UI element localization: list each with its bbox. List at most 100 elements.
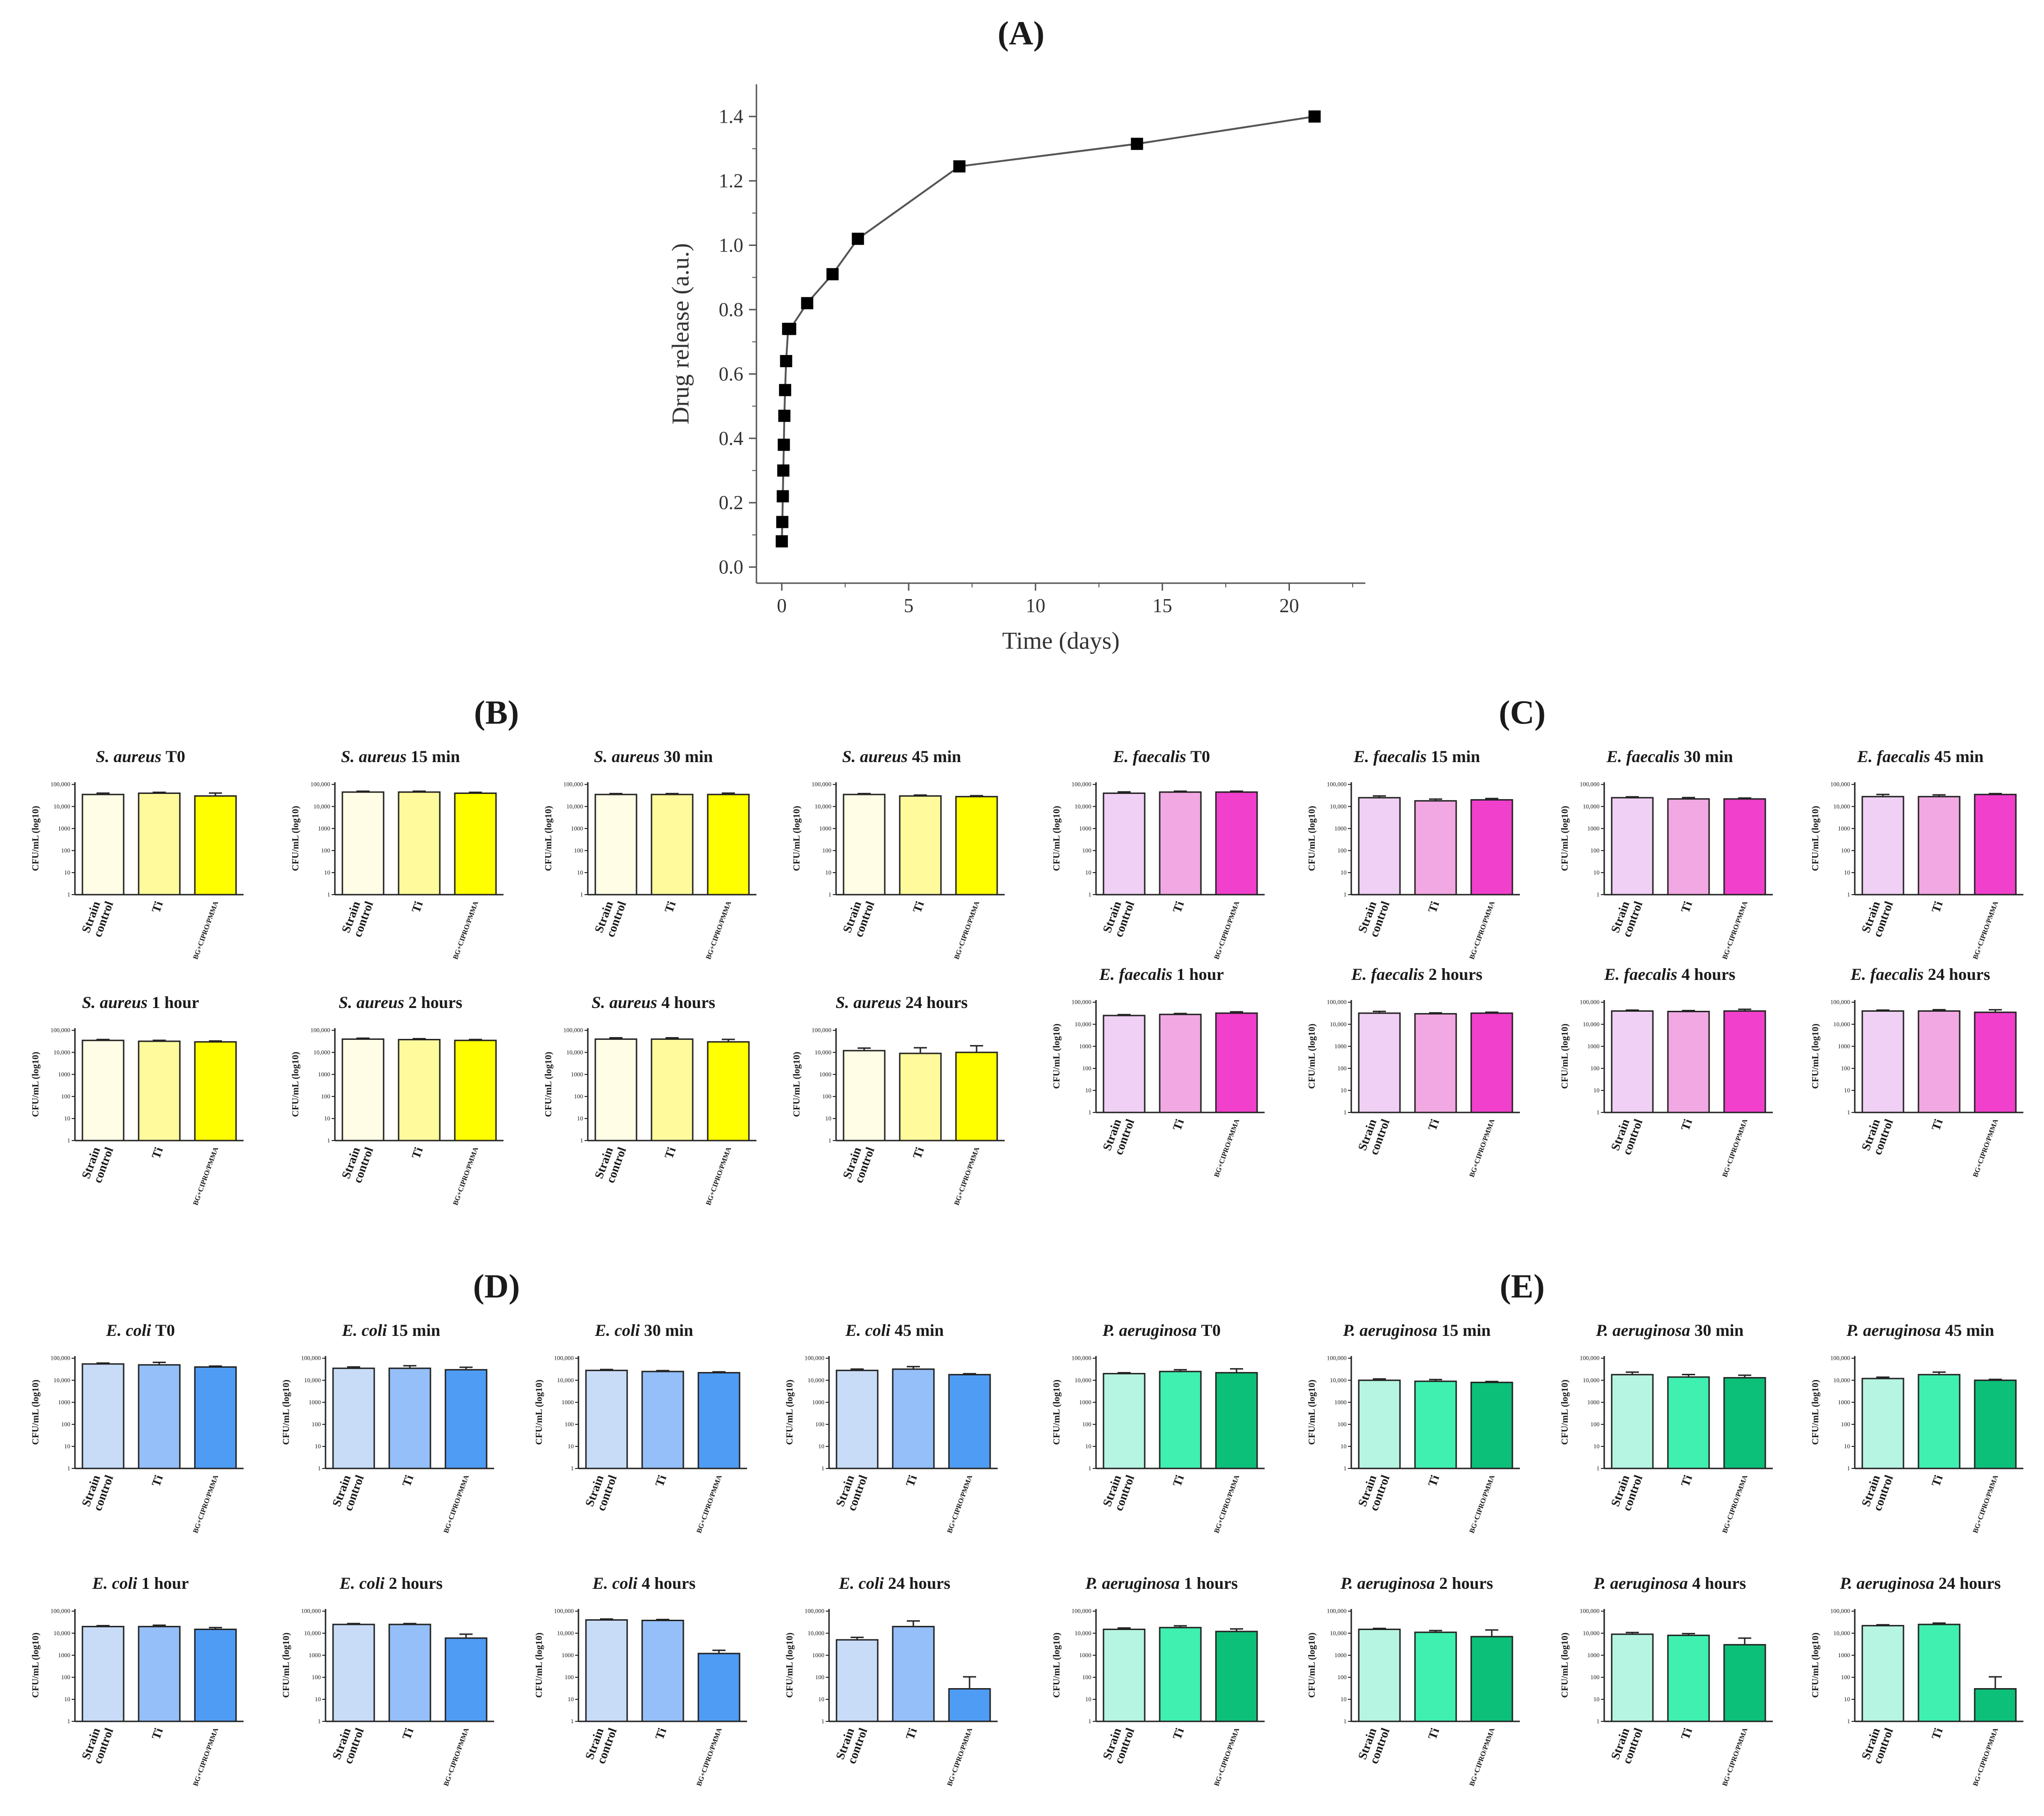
mini-ytick-label: 10,000 xyxy=(815,803,831,810)
mini-ytick-label: 10 xyxy=(1085,1696,1091,1703)
mini-ytick-label: 100 xyxy=(1591,1421,1600,1428)
mini-ytick-label: 1000 xyxy=(1334,1399,1347,1406)
mini-ytick-label: 1000 xyxy=(1587,825,1600,832)
mini-chart-title-time: 45 min xyxy=(1934,747,1984,766)
mini-ytick-label: 10 xyxy=(1844,1443,1850,1450)
mini-chart-title: P. aeruginosa T0 xyxy=(1102,1321,1221,1340)
mini-ytick-label: 1 xyxy=(822,1465,825,1472)
mini-ytick-label: 1 xyxy=(318,1718,321,1725)
bar-chart-b-6: S. aureus 2 hours 100,000 10,000 1000 100 10 1… xyxy=(290,993,504,1206)
mini-ytick-label: 100 xyxy=(1338,1065,1347,1072)
mini-chart-title-time: 2 hours xyxy=(1439,1574,1493,1593)
mini-y-axis-title: CFU/mL (log10) xyxy=(1560,1023,1570,1089)
bar-ti xyxy=(892,1626,935,1722)
panel-a-drug-release-chart: (A) 0.0 0.2 0.4 0.6 0.8 1.0 1.2 1.4 0 5 10 15 20 Time … xyxy=(667,15,1365,654)
mini-chart-title: E. coli 15 min xyxy=(341,1321,440,1340)
mini-chart-title-time: 2 hours xyxy=(1429,965,1482,984)
bar-strain-control xyxy=(1358,1012,1401,1113)
mini-y-axis-title: CFU/mL (log10) xyxy=(1810,806,1821,871)
mini-ytick-label: 1 xyxy=(318,1465,321,1472)
bar-ti xyxy=(1414,1013,1457,1113)
mini-chart-title-organism: E. faecalis xyxy=(1604,965,1681,984)
mini-ytick-label: 100 xyxy=(61,1421,71,1428)
mini-chart-title: E. faecalis 30 min xyxy=(1606,747,1733,766)
bar-chart-e-7: P. aeruginosa 4 hours 100,000 10,000 1000 10… xyxy=(1560,1574,1773,1787)
bar-ti xyxy=(899,795,942,896)
mini-chart-title-time: T0 xyxy=(155,1321,175,1340)
mini-chart-title-time: 30 min xyxy=(644,1321,693,1340)
panel-a-data-point xyxy=(852,232,864,245)
bar-ti xyxy=(1159,1627,1202,1722)
mini-chart-title: S. aureus 30 min xyxy=(594,747,713,766)
mini-chart-title-organism: E. faecalis xyxy=(1850,965,1928,984)
bar-strain-control xyxy=(836,1639,879,1722)
mini-y-axis-title: CFU/mL (log10) xyxy=(1307,806,1317,871)
mini-ytick-label: 1 xyxy=(1089,1718,1092,1725)
mini-ytick-label: 100 xyxy=(321,847,331,854)
mini-ytick-label: 100 xyxy=(1082,1674,1092,1681)
mini-chart-title: E. faecalis 1 hour xyxy=(1099,965,1224,984)
mini-ytick-label: 1000 xyxy=(318,825,330,832)
mini-ytick-label: 10 xyxy=(1340,1696,1347,1703)
mini-ytick-label: 100 xyxy=(565,1421,574,1428)
mini-chart-title-time: 15 min xyxy=(391,1321,440,1340)
bar-chart-e-2: P. aeruginosa 15 min 100,000 10,000 1000 100… xyxy=(1307,1321,1520,1534)
mini-ytick-label: 1 xyxy=(327,1137,331,1144)
bar-strain-control xyxy=(585,1619,628,1722)
mini-ytick-label: 10 xyxy=(1844,1087,1850,1094)
mini-chart-title-organism: E. faecalis xyxy=(1353,747,1431,766)
bar-chart-b-7: S. aureus 4 hours 100,000 10,000 1000 100 10 1… xyxy=(543,993,756,1206)
bar-strain-control xyxy=(332,1623,375,1722)
bar-bg-cipro-pmma xyxy=(454,1039,497,1141)
mini-ytick-label: 1 xyxy=(67,1137,71,1144)
mini-y-axis-title: CFU/mL (log10) xyxy=(1307,1632,1317,1697)
mini-ytick-label: 100,000 xyxy=(51,781,70,788)
mini-ytick-label: 10,000 xyxy=(1583,1377,1600,1384)
mini-ytick-label: 1 xyxy=(1597,1109,1600,1116)
bar-chart-c-6: E. faecalis 2 hours 100,000 10,000 1000 100 1… xyxy=(1307,965,1520,1178)
mini-ytick-label: 100 xyxy=(61,1093,71,1100)
mini-ytick-label: 1000 xyxy=(1838,1652,1850,1659)
mini-chart-title-time: 24 hours xyxy=(888,1574,950,1593)
mini-chart-title-time: 4 hours xyxy=(642,1574,696,1593)
bar-bg-cipro-pmma xyxy=(1723,1644,1766,1722)
bar-ti xyxy=(1414,1631,1457,1722)
bar-ti xyxy=(388,1623,431,1722)
mini-chart-title-time: 15 min xyxy=(411,747,460,766)
mini-chart-title-time: 24 hours xyxy=(1939,1574,2001,1593)
mini-ytick-label: 1 xyxy=(1597,891,1600,898)
bar-strain-control xyxy=(1611,1010,1654,1113)
mini-chart-title-time: 24 hours xyxy=(905,993,968,1012)
panel-a-ytick-label: 0.8 xyxy=(719,299,744,321)
bar-strain-control xyxy=(1611,797,1654,896)
mini-ytick-label: 10,000 xyxy=(566,803,583,810)
mini-ytick-label: 1000 xyxy=(1587,1652,1600,1659)
bar-strain-control xyxy=(1611,1374,1654,1469)
mini-ytick-label: 1 xyxy=(1847,891,1851,898)
mini-ytick-label: 10 xyxy=(825,869,831,876)
mini-ytick-label: 10 xyxy=(1085,1443,1091,1450)
mini-ytick-label: 100,000 xyxy=(51,1608,70,1615)
mini-ytick-label: 100 xyxy=(1338,1421,1347,1428)
bar-ti xyxy=(1667,1634,1710,1722)
bar-ti xyxy=(651,793,694,896)
mini-chart-title-organism: E. faecalis xyxy=(1606,747,1684,766)
mini-ytick-label: 10 xyxy=(818,1696,824,1703)
panel-a-y-axis-title: Drug release (a.u.) xyxy=(667,243,694,424)
bar-strain-control xyxy=(594,793,637,896)
bar-chart-d-3: E. coli 30 min 100,000 10,000 1000 100 10 1 CFU… xyxy=(534,1321,747,1534)
mini-ytick-label: 100,000 xyxy=(301,1355,321,1362)
mini-chart-title: P. aeruginosa 1 hours xyxy=(1085,1574,1237,1593)
mini-ytick-label: 10 xyxy=(1085,1087,1091,1094)
mini-ytick-label: 10 xyxy=(1593,869,1600,876)
mini-ytick-label: 100,000 xyxy=(1830,1355,1850,1362)
mini-ytick-label: 100 xyxy=(1591,847,1600,854)
mini-ytick-label: 10,000 xyxy=(1833,1377,1850,1384)
mini-ytick-label: 100 xyxy=(312,1674,321,1681)
mini-ytick-label: 10,000 xyxy=(53,1377,70,1384)
mini-ytick-label: 1 xyxy=(1344,891,1347,898)
bar-bg-cipro-pmma xyxy=(1215,1012,1258,1113)
mini-ytick-label: 100,000 xyxy=(563,1027,583,1034)
panel-a-ytick-label: 0.0 xyxy=(719,557,744,578)
panel-a-ytick-label: 0.4 xyxy=(719,428,744,450)
